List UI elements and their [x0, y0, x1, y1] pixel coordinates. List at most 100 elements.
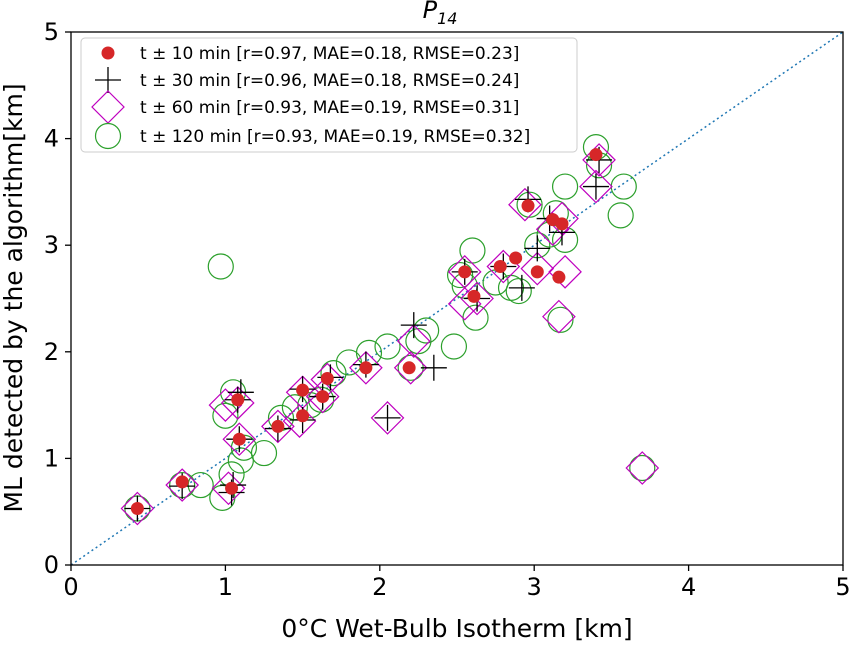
data-point-t10 — [552, 270, 566, 284]
data-point-t60 — [220, 386, 255, 420]
y-tick-label: 4 — [44, 125, 59, 153]
y-tick-label: 0 — [44, 551, 59, 579]
data-point-t10 — [493, 260, 507, 274]
data-point-t60 — [165, 468, 200, 502]
data-point-t60 — [370, 401, 405, 435]
data-point-t30 — [420, 354, 447, 381]
data-point-t60 — [349, 350, 383, 385]
data-point-t60 — [582, 143, 616, 177]
data-point-t10 — [296, 383, 310, 397]
data-point-t60 — [120, 491, 155, 526]
data-point-t60 — [211, 471, 246, 506]
data-point-t120 — [250, 439, 278, 467]
y-tick-label: 2 — [44, 338, 59, 366]
data-point-t10 — [359, 361, 373, 375]
series-t10 — [130, 148, 603, 516]
data-point-t120 — [446, 261, 474, 289]
x-tick-label: 4 — [681, 573, 696, 601]
data-point-t60 — [393, 350, 428, 385]
y-tick-label: 3 — [44, 231, 59, 259]
chart-title: P14 — [423, 0, 458, 28]
data-point-t30 — [400, 312, 427, 339]
data-point-t120 — [413, 317, 440, 344]
data-point-t60 — [548, 255, 582, 289]
data-point-t120 — [320, 360, 347, 387]
legend: t ± 10 min [r=0.97, MAE=0.18, RMSE=0.23]… — [80, 37, 578, 153]
data-point-t60 — [460, 281, 494, 316]
data-point-t120 — [440, 333, 468, 360]
data-point-t30 — [374, 404, 401, 431]
data-point-t120 — [459, 237, 486, 264]
y-tick-label: 5 — [44, 18, 59, 46]
data-point-t120 — [516, 191, 543, 218]
data-point-t120 — [207, 253, 234, 280]
data-point-t10 — [175, 475, 189, 489]
data-point-t60 — [261, 409, 295, 444]
x-axis-label: 0°C Wet-Bulb Isotherm [km] — [281, 614, 632, 643]
data-point-t10 — [458, 265, 472, 279]
legend-entry-t60: t ± 60 min [r=0.93, MAE=0.19, RMSE=0.31] — [140, 98, 519, 118]
legend-marker-t120 — [94, 122, 122, 150]
data-point-t30 — [508, 274, 535, 301]
data-point-t10 — [232, 432, 246, 446]
data-point-t10 — [521, 199, 535, 213]
data-point-t120 — [610, 173, 637, 200]
x-tick-label: 3 — [527, 573, 542, 601]
chart-title-subscript: 14 — [437, 9, 457, 28]
data-point-t120 — [187, 471, 214, 499]
data-point-t10 — [231, 393, 245, 407]
x-tick-label: 5 — [835, 573, 850, 601]
x-tick-label: 1 — [218, 573, 233, 601]
data-point-t10 — [271, 419, 285, 433]
x-tick-label: 0 — [63, 573, 78, 601]
legend-markers — [91, 46, 125, 150]
data-point-t120 — [505, 277, 532, 305]
x-tick-label: 2 — [372, 573, 387, 601]
legend-marker-t30 — [95, 67, 121, 93]
reference-line — [70, 31, 844, 566]
data-point-t60 — [305, 379, 340, 414]
data-point-t60 — [520, 251, 555, 286]
plot-frame — [70, 31, 844, 566]
reference-line-layer — [70, 31, 844, 566]
data-point-t120 — [355, 339, 383, 366]
data-point-t120 — [308, 386, 335, 413]
series-t120 — [124, 134, 656, 522]
data-point-t10 — [316, 390, 330, 404]
data-point-t120 — [212, 402, 239, 429]
data-point-t10 — [130, 502, 144, 516]
legend-marker-t10 — [101, 46, 115, 60]
y-axis-label: ML detected by the algorithm[km] — [0, 83, 28, 512]
legend-entry-t120: t ± 120 min [r=0.93, MAE=0.19, RMSE=0.32… — [140, 127, 530, 147]
chart-title-main: P — [423, 0, 438, 24]
legend-entry-t10: t ± 10 min [r=0.97, MAE=0.18, RMSE=0.23] — [140, 44, 519, 64]
data-point-t60 — [625, 451, 660, 485]
legend-entry-t30: t ± 30 min [r=0.96, MAE=0.18, RMSE=0.24] — [140, 71, 519, 91]
data-point-t10 — [589, 148, 603, 162]
data-point-t120 — [607, 202, 634, 229]
data-point-t120 — [374, 333, 401, 360]
data-point-t120 — [482, 269, 509, 296]
data-point-t10 — [225, 481, 239, 495]
data-point-t60 — [396, 324, 431, 358]
data-point-t60 — [542, 299, 576, 334]
legend-box — [80, 37, 578, 153]
data-point-t60 — [579, 169, 613, 204]
series-layer — [120, 134, 660, 526]
data-point-t10 — [530, 265, 544, 279]
data-point-t60 — [282, 404, 317, 438]
data-point-t10 — [402, 361, 416, 375]
y-tick-label: 1 — [44, 444, 59, 472]
data-point-t120 — [547, 306, 574, 333]
data-point-t30 — [524, 235, 551, 262]
data-point-t120 — [405, 328, 432, 355]
data-point-t10 — [296, 409, 310, 423]
data-point-t10 — [555, 217, 569, 231]
ticks-layer: 0 1 2 3 4 5 0 1 2 3 4 5 — [44, 18, 850, 601]
data-point-t10 — [320, 371, 334, 385]
data-point-t120 — [551, 173, 579, 200]
data-point-t30 — [582, 173, 609, 200]
data-point-t10 — [467, 289, 481, 303]
data-point-t60 — [222, 422, 257, 457]
